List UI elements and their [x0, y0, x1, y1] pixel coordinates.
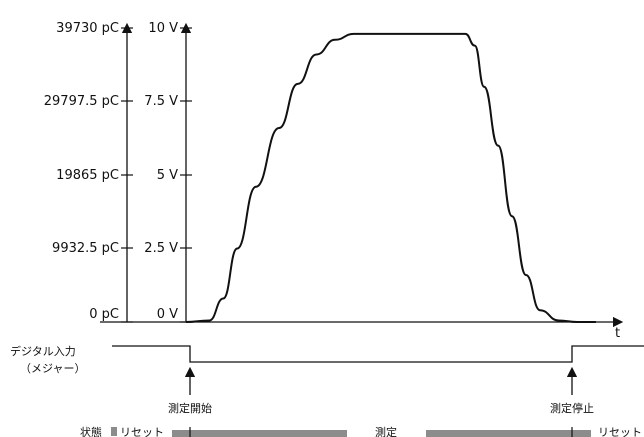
- status-reset-swatch: [111, 427, 117, 436]
- voltage-label-0: 0 V: [157, 307, 178, 322]
- time-axis-label: t: [615, 326, 620, 341]
- status-bar-left: [172, 430, 347, 437]
- digital-input-signal: [112, 345, 644, 363]
- voltage-label-10: 10 V: [148, 21, 178, 36]
- digital-input-sublabel: （メジャー）: [20, 362, 85, 375]
- status-label: 状態: [80, 425, 102, 437]
- charge-label-29797: 29797.5 pC: [44, 94, 119, 109]
- voltage-label-2-5: 2.5 V: [144, 241, 178, 256]
- status-bar-right: [426, 430, 591, 437]
- stop-label: 測定停止: [550, 401, 594, 415]
- digital-input-label: デジタル入力: [10, 344, 76, 358]
- charge-label-39730: 39730 pC: [56, 21, 119, 36]
- charge-label-19865: 19865 pC: [56, 168, 119, 183]
- charge-label-9932: 9932.5 pC: [52, 241, 119, 256]
- start-label: 測定開始: [168, 401, 212, 415]
- status-measure-label: 測定: [375, 425, 397, 437]
- status-reset-end-label: リセット: [598, 426, 642, 437]
- voltage-label-5: 5 V: [157, 168, 178, 183]
- status-reset-label: リセット: [120, 426, 164, 437]
- charge-label-0: 0 pC: [89, 307, 119, 322]
- output-curve: [185, 32, 596, 323]
- voltage-label-7-5: 7.5 V: [144, 94, 178, 109]
